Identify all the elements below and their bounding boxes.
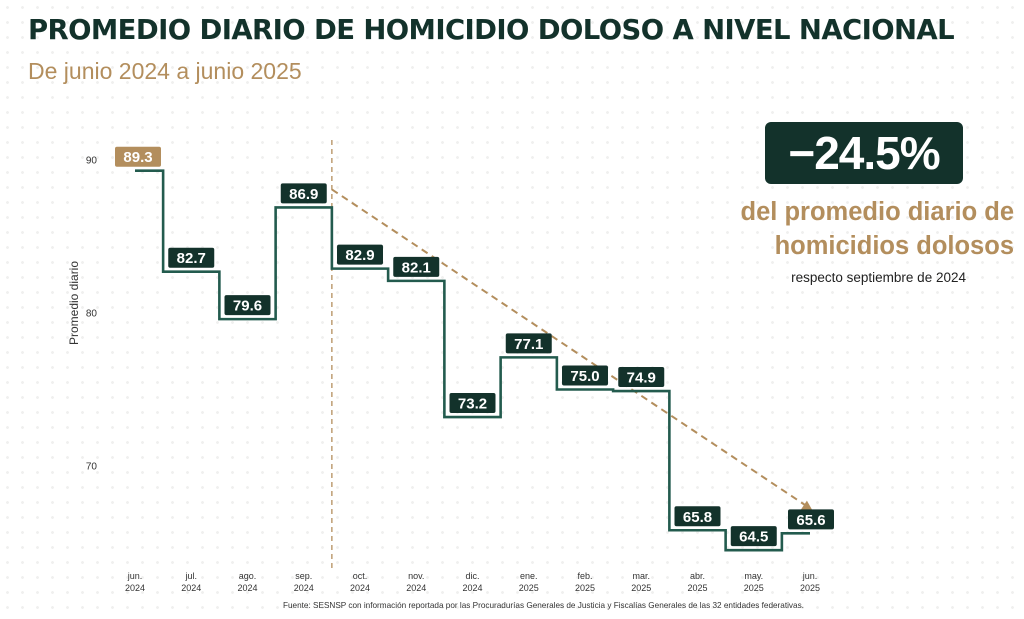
data-label: 77.1 (505, 333, 552, 354)
x-tick-month: jul. (184, 571, 197, 581)
data-label-box (730, 526, 777, 547)
x-tick-year: 2025 (631, 583, 651, 593)
data-label-box (280, 183, 327, 204)
data-label-text: 65.8 (683, 509, 712, 526)
data-label-text: 82.1 (402, 259, 431, 276)
kpi-description-line-1: del promedio diario de (740, 198, 1014, 226)
x-axis-ticks: jun. 2024 jul. 2024 ago. 2024 sep. 2024 oct. 2024… (125, 571, 820, 593)
x-tick-month: nov. (408, 571, 424, 581)
x-tick-month: dic. (465, 571, 479, 581)
data-label-text: 86.9 (289, 186, 318, 203)
trend-arrow-group (331, 188, 813, 512)
data-label: 89.3 (115, 146, 161, 167)
x-tick-month: jun. (127, 571, 143, 581)
x-tick-year: 2024 (181, 583, 201, 593)
data-label-text: 75.0 (570, 368, 599, 385)
data-label: 86.9 (280, 183, 327, 204)
x-tick-year: 2025 (800, 583, 820, 593)
data-label: 65.6 (788, 509, 834, 530)
data-label: 75.0 (562, 365, 608, 386)
x-tick-year: 2024 (406, 583, 426, 593)
data-label: 82.1 (393, 256, 440, 277)
y-axis-label: Promedio diario (67, 261, 81, 345)
data-label-box (168, 247, 215, 268)
x-tick-month: oct. (353, 571, 368, 581)
x-tick-month: mar. (632, 571, 650, 581)
x-tick-month: jun. (802, 571, 818, 581)
x-tick-month: ago. (239, 571, 257, 581)
x-tick-year: 2024 (462, 583, 482, 593)
data-label: 74.9 (618, 367, 665, 388)
x-tick-year: 2024 (125, 583, 145, 593)
data-label-text: 77.1 (514, 336, 543, 353)
x-tick-month: sep. (295, 571, 312, 581)
x-tick-year: 2025 (744, 583, 764, 593)
y-tick-label: 70 (86, 462, 98, 473)
data-label: 82.7 (168, 247, 215, 268)
data-label-box (674, 506, 721, 527)
data-label-text: 89.3 (123, 149, 152, 166)
x-tick-month: ene. (520, 571, 538, 581)
data-label-box (788, 509, 834, 530)
x-tick-year: 2024 (294, 583, 314, 593)
data-label: 82.9 (337, 244, 383, 265)
y-axis-label-group: Promedio diario (67, 261, 81, 345)
series-step-line (135, 169, 810, 552)
data-label-text: 82.9 (345, 247, 374, 264)
data-label-text: 74.9 (627, 370, 656, 387)
x-tick-month: may. (744, 571, 763, 581)
data-label-box (224, 295, 271, 316)
x-tick-month: feb. (577, 571, 592, 581)
data-label-text: 82.7 (177, 250, 206, 267)
data-label-text: 79.6 (233, 298, 262, 315)
data-label: 65.8 (674, 506, 721, 527)
x-tick-year: 2025 (519, 583, 539, 593)
data-label-text: 65.6 (796, 512, 825, 529)
kpi-description-line-2: homicidios dolosos (774, 232, 1014, 260)
y-tick-label: 80 (86, 309, 98, 320)
source-note: Fuente: SESNSP con información reportada… (283, 601, 804, 610)
data-label-text: 73.2 (458, 396, 487, 413)
data-label-box (393, 256, 440, 277)
x-tick-year: 2025 (687, 583, 707, 593)
data-label: 64.5 (730, 526, 777, 547)
x-tick-year: 2024 (237, 583, 257, 593)
y-tick-label: 90 (86, 156, 98, 167)
data-label: 73.2 (449, 393, 496, 414)
trend-arrow-line (331, 188, 808, 508)
data-label-box (337, 244, 383, 265)
series-line-group (135, 169, 810, 552)
data-label-box (505, 333, 552, 354)
kpi-value-badge: −24.5% (765, 122, 963, 184)
data-label-text: 64.5 (739, 529, 768, 546)
kpi-note: respecto septiembre de 2024 (791, 270, 966, 285)
page-subtitle: De junio 2024 a junio 2025 (28, 58, 302, 84)
x-tick-year: 2024 (350, 583, 370, 593)
data-label-box (115, 146, 161, 167)
data-labels-group: 89.3 82.7 79.6 86.9 82.9 82.1 73.2 77.1 75.0 74.9… (115, 146, 834, 547)
trend-arrow-head (800, 500, 813, 512)
y-axis-ticks: 70 80 90 (86, 156, 98, 473)
data-label: 79.6 (224, 295, 271, 316)
data-label-box (618, 367, 665, 388)
x-tick-month: abr. (690, 571, 705, 581)
data-label-box (449, 393, 496, 414)
page-title: PROMEDIO DIARIO DE HOMICIDIO DOLOSO A NI… (28, 14, 955, 46)
x-tick-year: 2025 (575, 583, 595, 593)
data-label-box (562, 365, 608, 386)
